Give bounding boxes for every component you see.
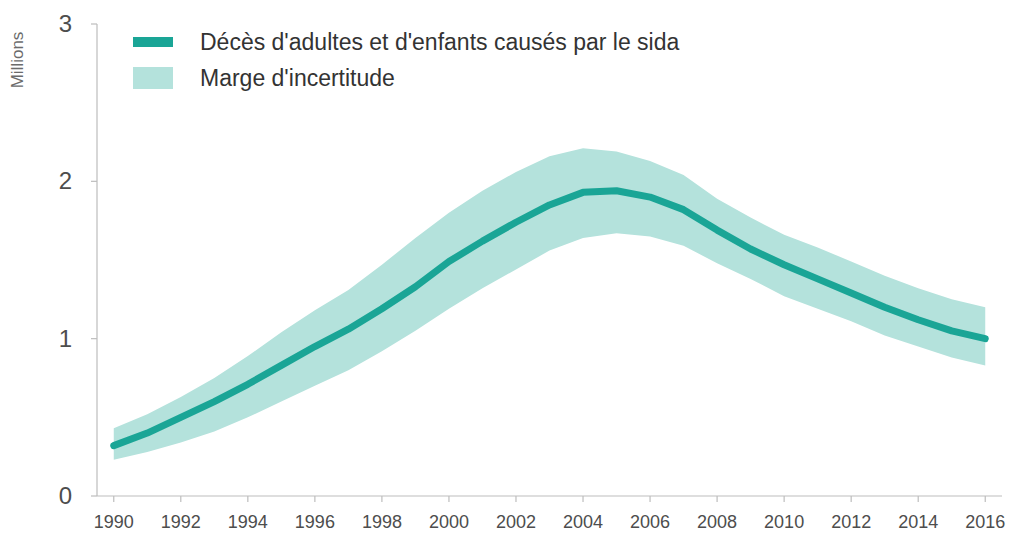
- x-tick: [716, 496, 717, 502]
- x-tick: [314, 496, 315, 502]
- y-tick: [91, 23, 97, 24]
- y-tick-label: 3: [59, 10, 72, 37]
- y-axis-label: Millions: [8, 32, 27, 89]
- x-tick-label: 2000: [429, 512, 469, 532]
- y-tick-label: 1: [59, 325, 72, 352]
- y-axis-line: [96, 24, 97, 496]
- x-tick-label: 2010: [764, 512, 804, 532]
- legend-label: Marge d'incertitude: [200, 65, 395, 91]
- x-tick-label: 1994: [228, 512, 268, 532]
- legend-swatch: [133, 67, 173, 89]
- x-tick-label: 2006: [630, 512, 670, 532]
- x-tick-label: 2014: [898, 512, 938, 532]
- plot-area: [114, 148, 985, 460]
- legend-swatch: [133, 37, 173, 47]
- y-tick-label: 2: [59, 167, 72, 194]
- x-tick-label: 2016: [965, 512, 1005, 532]
- y-tick-label: 0: [59, 482, 72, 509]
- x-tick: [918, 496, 919, 502]
- x-tick-label: 1996: [295, 512, 335, 532]
- x-tick: [582, 496, 583, 502]
- x-tick: [381, 496, 382, 502]
- x-tick: [851, 496, 852, 502]
- x-tick: [448, 496, 449, 502]
- x-tick-label: 1990: [94, 512, 134, 532]
- x-tick: [649, 496, 650, 502]
- y-tick: [91, 495, 97, 496]
- y-tick: [91, 181, 97, 182]
- data-line: [114, 191, 985, 446]
- legend-label: Décès d'adultes et d'enfants causés par …: [200, 29, 680, 55]
- x-tick: [247, 496, 248, 502]
- x-tick: [784, 496, 785, 502]
- x-tick: [985, 496, 986, 502]
- x-tick-label: 2002: [496, 512, 536, 532]
- x-tick-label: 2004: [563, 512, 603, 532]
- x-tick-label: 2008: [697, 512, 737, 532]
- uncertainty-band: [114, 148, 985, 460]
- x-tick-label: 1998: [362, 512, 402, 532]
- x-tick-label: 2012: [831, 512, 871, 532]
- legend: Décès d'adultes et d'enfants causés par …: [133, 29, 680, 91]
- x-axis-line: [97, 495, 1002, 496]
- y-tick: [91, 338, 97, 339]
- x-tick: [180, 496, 181, 502]
- chart: 0 1 2 3 1990 1992 1994 1996 1998 2000 2002 2004 2006…: [0, 0, 1024, 548]
- x-tick-label: 1992: [161, 512, 201, 532]
- x-tick: [515, 496, 516, 502]
- x-tick: [113, 496, 114, 502]
